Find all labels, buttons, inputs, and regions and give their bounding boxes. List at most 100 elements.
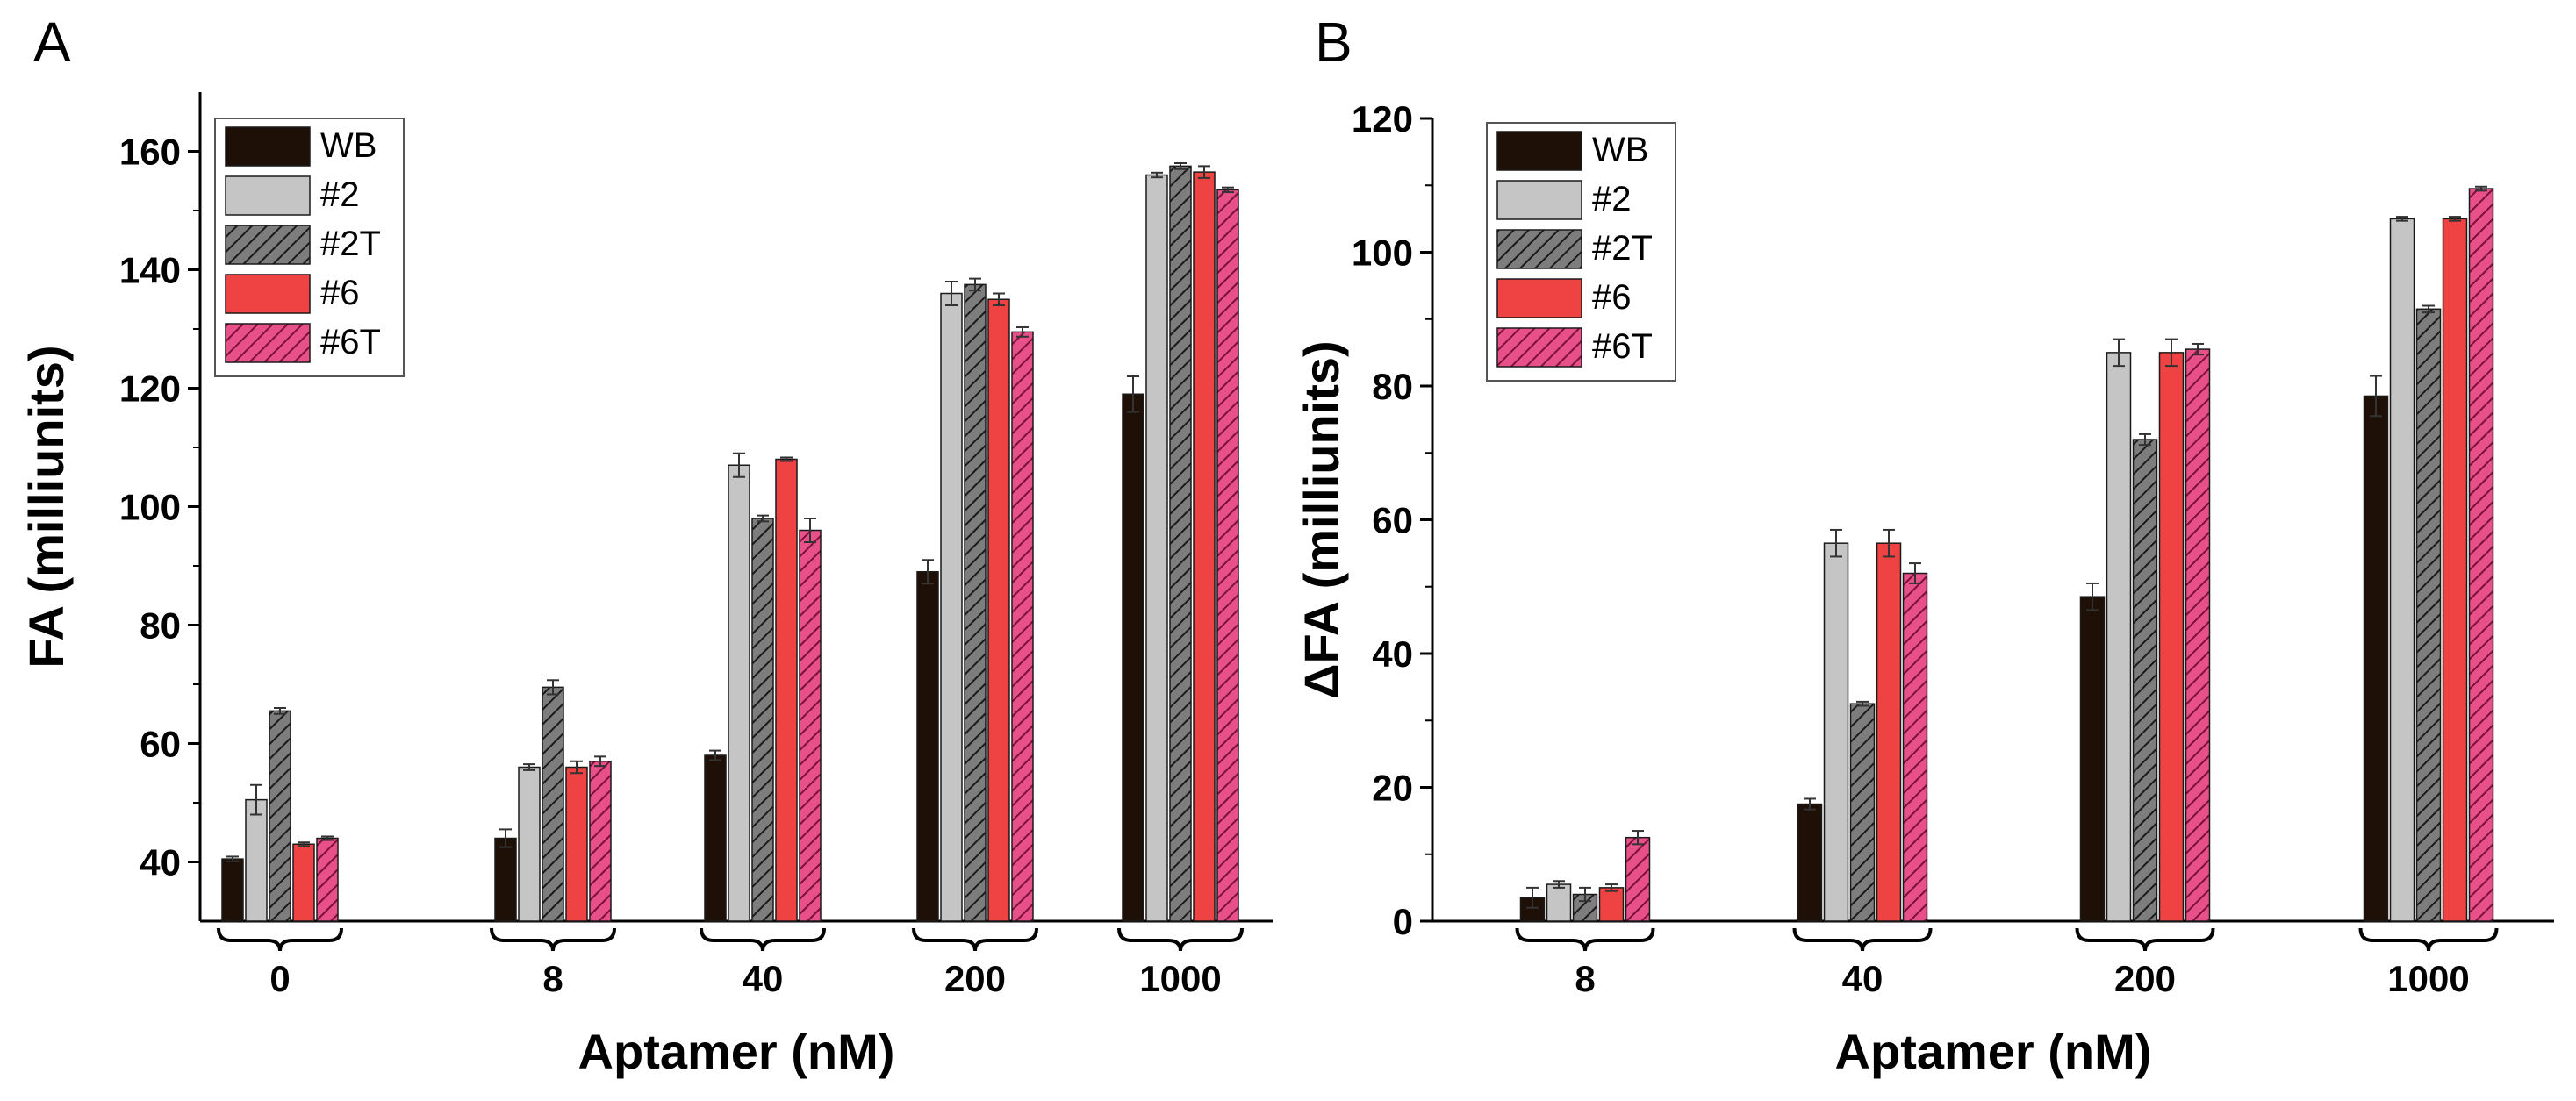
y-tick-label: 80 bbox=[140, 605, 181, 647]
group-brace bbox=[912, 927, 1038, 952]
legend: WB #2 #2T #6 #6T bbox=[214, 118, 405, 377]
x-tick-label: 8 bbox=[1575, 958, 1595, 999]
legend-swatch bbox=[1496, 229, 1582, 269]
bar-n6-200 bbox=[987, 298, 1010, 922]
group-brace bbox=[2075, 927, 2215, 952]
group-brace bbox=[1792, 927, 1933, 952]
bar-n6-8 bbox=[565, 766, 588, 922]
legend-swatch bbox=[225, 126, 311, 167]
bar-n2-1000 bbox=[2389, 218, 2415, 922]
bar-n2t-200 bbox=[2132, 439, 2158, 922]
bar-n6t-40 bbox=[799, 529, 822, 922]
bar-n2t-1000 bbox=[2415, 308, 2442, 922]
legend-label: #6T bbox=[1592, 327, 1653, 366]
legend-label: #2T bbox=[1592, 229, 1653, 268]
x-tick-label: 8 bbox=[542, 958, 563, 999]
y-tick-label: 160 bbox=[119, 132, 181, 173]
legend-label: #6 bbox=[320, 274, 360, 312]
legend: WB #2 #2T #6 #6T bbox=[1486, 122, 1676, 382]
bar-n6t-200 bbox=[2185, 348, 2211, 922]
y-axis-title: FA (milliunits) bbox=[18, 345, 74, 668]
bar-n6-0 bbox=[292, 843, 315, 922]
bar-n2t-40 bbox=[751, 518, 774, 922]
y-tick-label: 60 bbox=[1372, 500, 1413, 541]
legend-swatch bbox=[225, 323, 311, 363]
legend-label: #2 bbox=[320, 175, 360, 214]
group-brace bbox=[490, 927, 616, 952]
bar-n2-0 bbox=[245, 798, 268, 922]
y-tick-label: 0 bbox=[1393, 901, 1413, 942]
bar-n2-200 bbox=[940, 292, 963, 922]
bar-n2-200 bbox=[2106, 352, 2132, 922]
y-tick-label: 120 bbox=[119, 368, 181, 410]
y-tick-label: 40 bbox=[140, 842, 181, 883]
legend-swatch bbox=[1496, 278, 1582, 318]
bar-n2-8 bbox=[518, 766, 541, 922]
bar-n2t-200 bbox=[964, 283, 987, 922]
x-tick-label: 200 bbox=[944, 958, 1006, 999]
bar-n2t-8 bbox=[542, 686, 564, 922]
legend-swatch bbox=[225, 274, 311, 314]
group-brace bbox=[1117, 927, 1244, 952]
bar-wb-0 bbox=[221, 858, 244, 922]
bar-n6t-8 bbox=[589, 761, 612, 922]
bar-wb-1000 bbox=[1122, 393, 1144, 922]
legend-label: WB bbox=[1592, 131, 1648, 169]
bar-n6t-1000 bbox=[1216, 189, 1239, 922]
bar-n6t-0 bbox=[316, 837, 339, 922]
bar-n6-8 bbox=[1598, 887, 1625, 922]
bar-n2-40 bbox=[1823, 542, 1849, 922]
panel-b-letter: B bbox=[1315, 11, 1353, 74]
bar-n6t-40 bbox=[1902, 572, 1928, 922]
bar-n2t-0 bbox=[269, 710, 291, 922]
x-tick-label: 200 bbox=[2114, 958, 2176, 999]
legend-swatch bbox=[225, 175, 311, 216]
bar-n2t-1000 bbox=[1169, 165, 1192, 922]
group-brace bbox=[217, 927, 343, 952]
x-tick-label: 40 bbox=[1842, 958, 1884, 999]
bar-n6-1000 bbox=[1193, 171, 1216, 922]
x-tick-label: 1000 bbox=[1139, 958, 1221, 999]
legend-label: WB bbox=[320, 126, 377, 165]
bar-n6t-200 bbox=[1011, 331, 1034, 922]
bar-n2-8 bbox=[1546, 883, 1572, 922]
group-brace bbox=[1515, 927, 1655, 952]
y-tick-label: 20 bbox=[1372, 768, 1413, 809]
legend-swatch bbox=[225, 225, 311, 265]
x-axis-title: Aptamer (nM) bbox=[1835, 1024, 2152, 1079]
y-tick-label: 120 bbox=[1352, 98, 1413, 139]
bar-wb-8 bbox=[494, 837, 517, 922]
x-axis-title: Aptamer (nM) bbox=[578, 1024, 895, 1079]
bar-n2-40 bbox=[728, 464, 750, 922]
y-tick-label: 60 bbox=[140, 724, 181, 765]
bar-wb-200 bbox=[2079, 596, 2106, 922]
y-tick-label: 140 bbox=[119, 250, 181, 291]
y-tick-label: 40 bbox=[1372, 633, 1413, 675]
group-brace bbox=[700, 927, 826, 952]
legend-swatch bbox=[1496, 327, 1582, 368]
bar-wb-40 bbox=[1797, 803, 1823, 922]
group-brace bbox=[2358, 927, 2499, 952]
bar-n6-40 bbox=[775, 458, 798, 922]
bar-n2t-40 bbox=[1849, 703, 1876, 922]
bar-n6t-1000 bbox=[2468, 188, 2494, 922]
chart-panel-a: A 40 60 80 100 120 140 160 0 8 40 200 1000 Aptamer (… bbox=[18, 11, 1273, 1079]
x-tick-label: 1000 bbox=[2387, 958, 2469, 999]
bar-n6-1000 bbox=[2442, 218, 2468, 922]
bar-wb-1000 bbox=[2363, 395, 2389, 922]
legend-label: #2 bbox=[1592, 180, 1632, 218]
panel-a-letter: A bbox=[33, 11, 71, 74]
bar-n6-40 bbox=[1876, 542, 1902, 922]
bar-n2-1000 bbox=[1145, 174, 1168, 922]
bar-n6-200 bbox=[2158, 352, 2185, 922]
legend-label: #6 bbox=[1592, 278, 1632, 317]
y-tick-label: 80 bbox=[1372, 366, 1413, 407]
bar-wb-40 bbox=[704, 754, 727, 922]
legend-swatch bbox=[1496, 131, 1582, 171]
legend-label: #2T bbox=[320, 225, 381, 263]
x-tick-label: 0 bbox=[269, 958, 290, 999]
chart-panel-b: B 0 20 40 60 80 100 120 8 40 200 1000 Aptamer (nM) Δ… bbox=[1294, 11, 2554, 1079]
bar-n6t-8 bbox=[1625, 836, 1651, 922]
x-tick-label: 40 bbox=[743, 958, 784, 999]
